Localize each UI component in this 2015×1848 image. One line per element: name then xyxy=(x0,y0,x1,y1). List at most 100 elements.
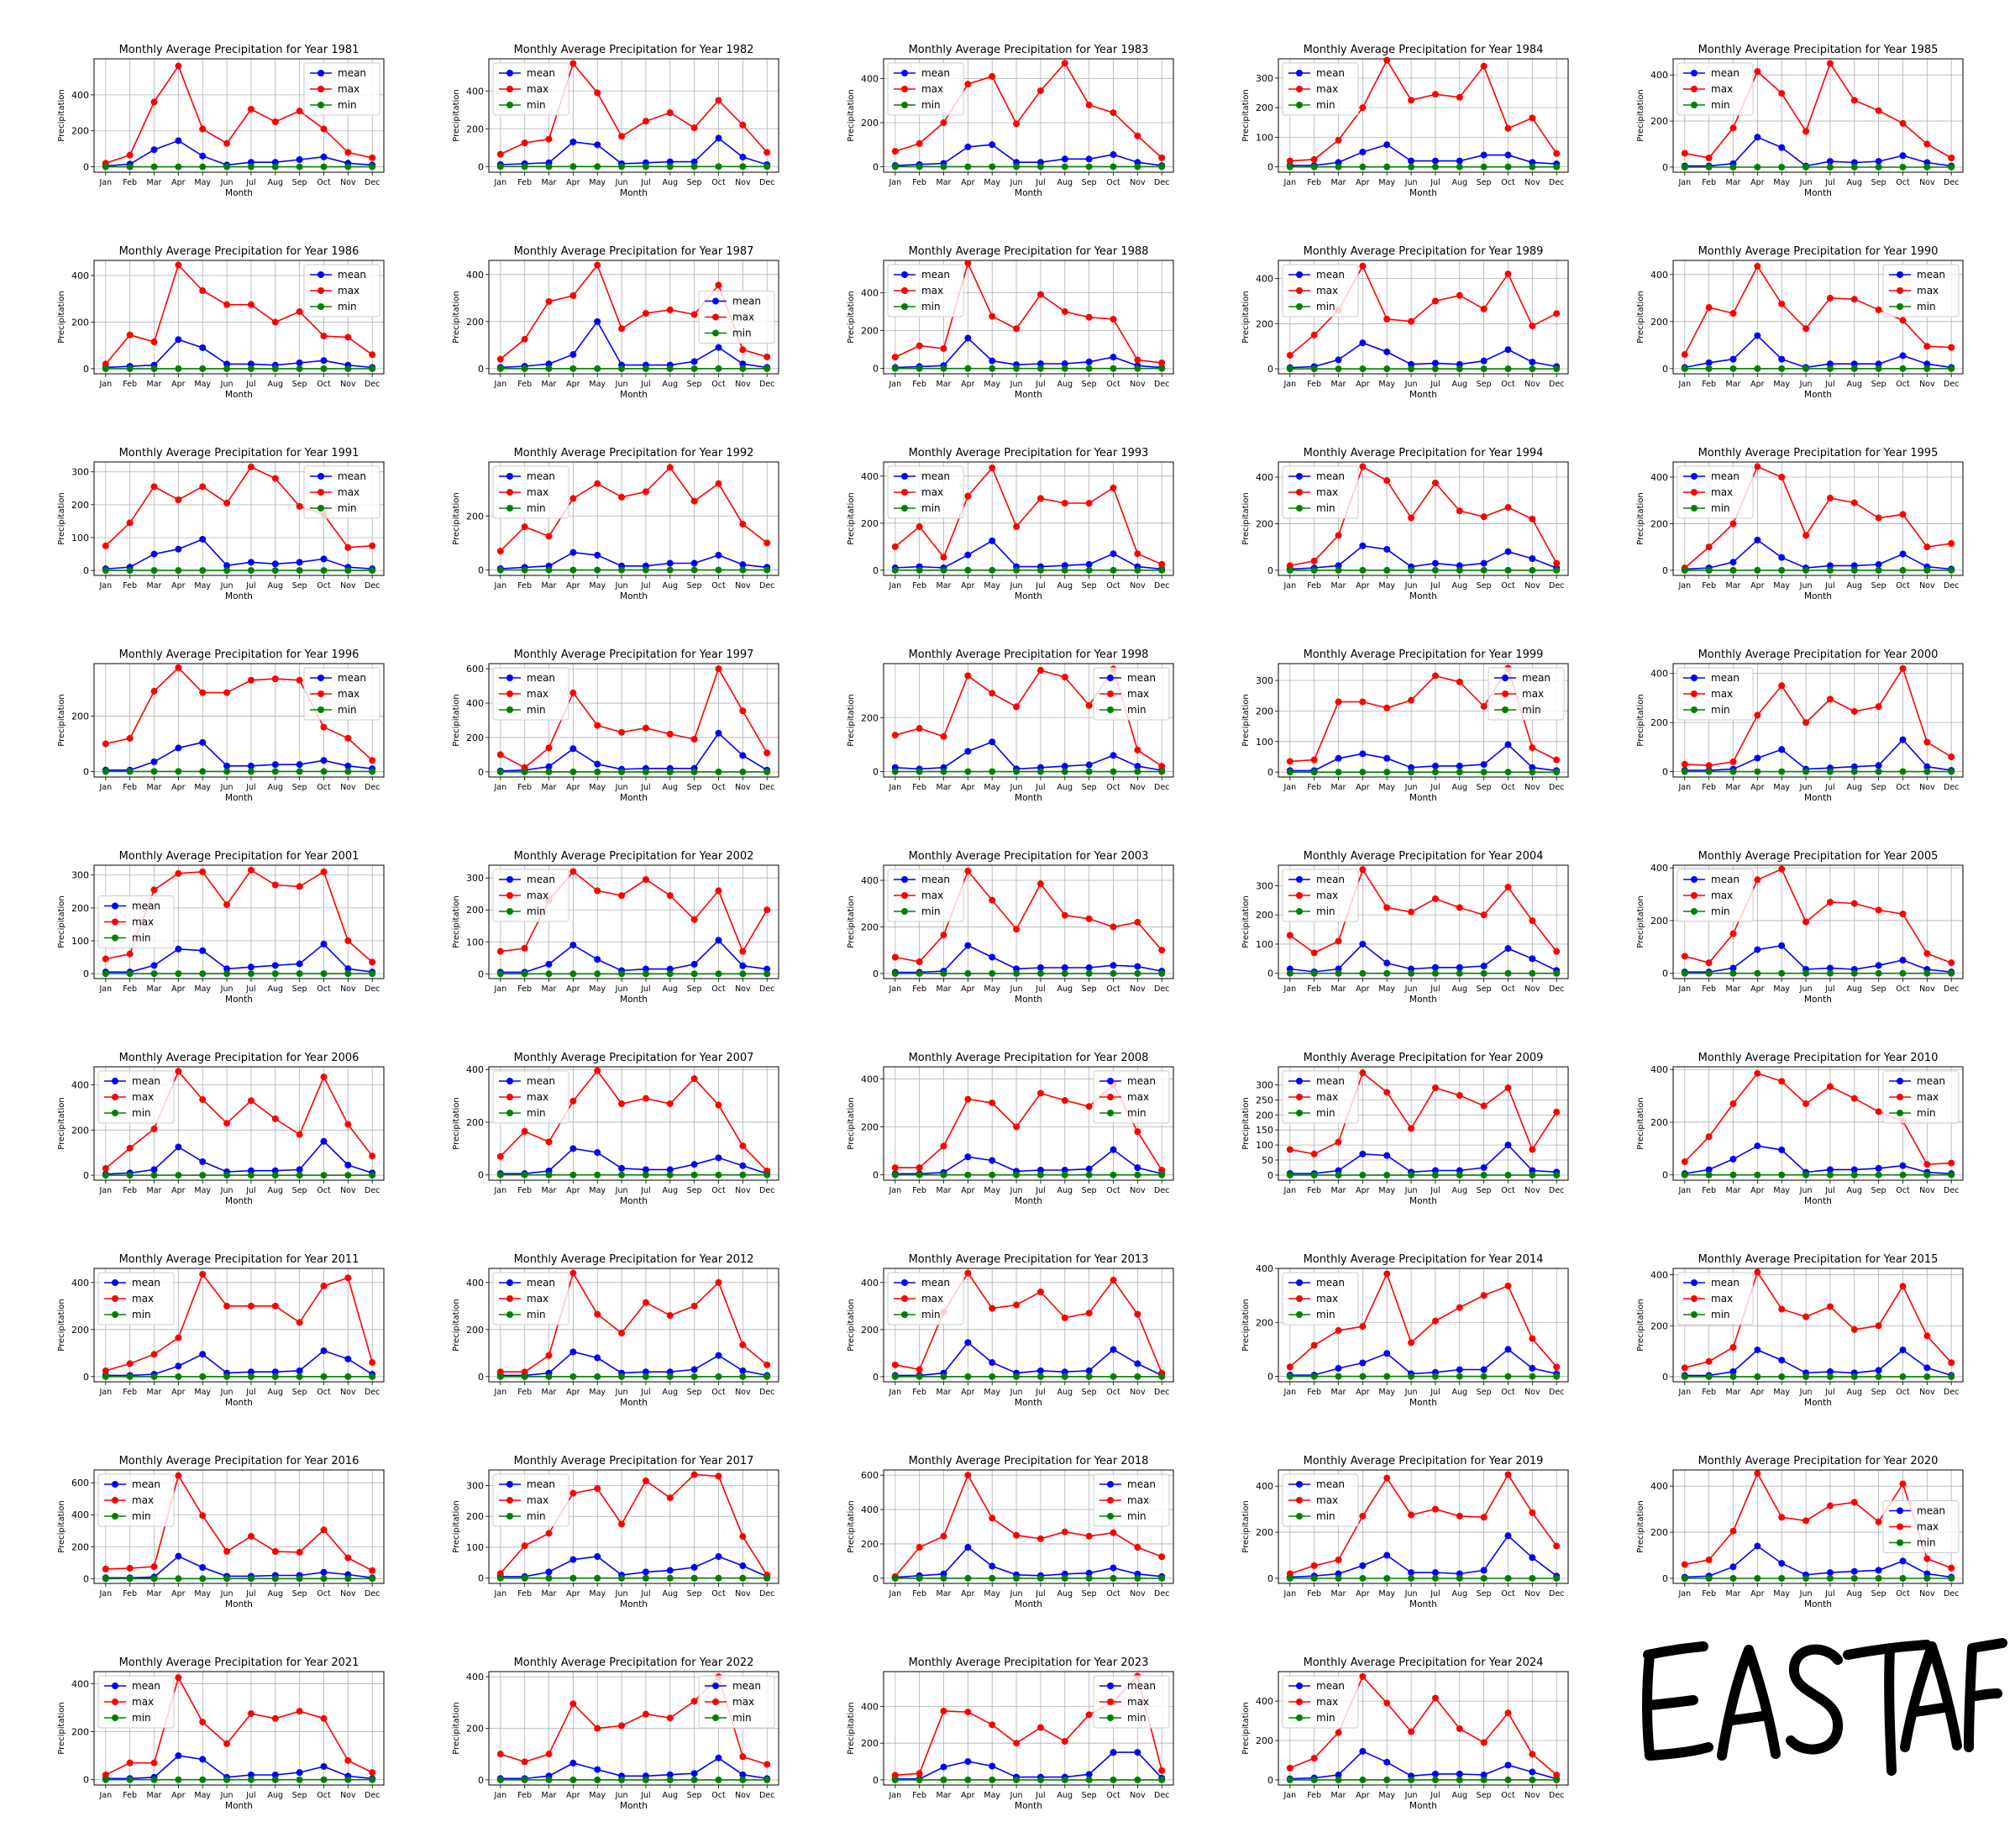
data-point-min xyxy=(1456,1171,1463,1179)
x-tick-label: May xyxy=(589,1388,606,1397)
x-axis-label: Month xyxy=(1409,591,1437,601)
data-point-mean xyxy=(1778,1146,1786,1153)
chart-panel: Monthly Average Precipitation for Year 1… xyxy=(57,648,385,803)
legend-label: mean xyxy=(1316,470,1345,482)
x-tick-label: Nov xyxy=(735,1388,751,1397)
data-point-mean xyxy=(1431,1569,1439,1577)
data-point-max xyxy=(126,1564,134,1572)
data-point-max xyxy=(690,1075,698,1083)
data-point-max xyxy=(916,725,923,732)
data-point-max xyxy=(763,149,771,156)
series-line-mean xyxy=(1289,743,1557,772)
x-tick-label: Jul xyxy=(640,783,650,792)
data-point-min xyxy=(175,1575,182,1583)
data-point-mean xyxy=(763,965,771,973)
x-axis-label: Month xyxy=(1409,1398,1437,1408)
x-tick-label: Oct xyxy=(711,1791,726,1800)
x-tick-label: Nov xyxy=(1919,783,1935,792)
data-point-max xyxy=(102,1367,109,1374)
legend-box xyxy=(1882,1070,1960,1124)
y-tick-label: 0 xyxy=(478,1573,484,1584)
data-point-max xyxy=(1504,504,1512,512)
data-point-mean xyxy=(1754,134,1761,141)
data-point-min xyxy=(1754,768,1761,775)
data-point-min xyxy=(545,1373,553,1380)
data-point-min xyxy=(175,970,182,978)
data-point-min xyxy=(1948,1171,1955,1179)
data-point-max xyxy=(1553,1108,1561,1116)
legend-label: mean xyxy=(1316,874,1345,885)
y-tick-label: 0 xyxy=(478,767,484,778)
y-axis-label: Precipitation xyxy=(1636,895,1645,948)
x-tick-label: Jul xyxy=(1430,581,1440,591)
data-point-max xyxy=(369,1359,376,1367)
data-point-min xyxy=(1085,163,1093,171)
data-point-max xyxy=(271,675,279,683)
data-point-min xyxy=(1681,1574,1688,1582)
x-tick-label: Mar xyxy=(937,1388,952,1397)
data-point-mean xyxy=(1359,940,1367,948)
y-tick-label: 200 xyxy=(861,1539,879,1550)
data-point-max xyxy=(1850,1326,1858,1333)
x-tick-label: May xyxy=(589,984,606,994)
data-point-max xyxy=(1754,1268,1761,1276)
data-point-max xyxy=(545,533,553,540)
data-point-max xyxy=(1875,703,1882,711)
data-point-max xyxy=(715,480,722,487)
legend-label: mean xyxy=(132,1277,160,1289)
x-tick-label: Jul xyxy=(1430,1589,1440,1599)
x-tick-label: Sep xyxy=(1871,380,1886,389)
data-point-max xyxy=(1705,762,1713,769)
data-point-min xyxy=(666,1574,674,1582)
data-point-mean xyxy=(989,1562,996,1570)
legend-marker-min xyxy=(112,1110,118,1116)
x-tick-label: Nov xyxy=(340,1388,356,1397)
data-point-max xyxy=(1013,1740,1021,1747)
y-tick-label: 100 xyxy=(466,1542,484,1553)
chart-panel: Monthly Average Precipitation for Year 2… xyxy=(452,1656,779,1811)
chart-panel: Monthly Average Precipitation for Year 1… xyxy=(1241,447,1569,601)
x-tick-label: Apr xyxy=(566,380,580,389)
x-tick-label: Feb xyxy=(123,1791,137,1800)
data-point-min xyxy=(1085,768,1093,775)
x-tick-label: Oct xyxy=(1106,1589,1120,1599)
x-tick-label: Sep xyxy=(687,380,702,389)
data-point-mean xyxy=(175,137,182,144)
x-tick-label: Oct xyxy=(711,178,726,187)
data-point-max xyxy=(1335,698,1342,706)
data-point-min xyxy=(1480,365,1488,373)
x-tick-label: Oct xyxy=(317,1589,331,1599)
data-point-min xyxy=(1948,1373,1955,1380)
data-point-min xyxy=(1875,365,1882,372)
data-point-max xyxy=(1504,884,1512,891)
plot-frame xyxy=(883,1066,1174,1181)
x-tick-label: Aug xyxy=(1057,1186,1073,1195)
data-point-max xyxy=(594,1310,601,1318)
x-tick-label: Mar xyxy=(1331,1388,1346,1397)
data-point-min xyxy=(1110,768,1117,775)
data-point-min xyxy=(496,566,504,574)
data-point-max xyxy=(1110,923,1117,931)
x-tick-label: Jun xyxy=(1799,984,1813,994)
data-point-min xyxy=(594,1574,601,1582)
legend-box xyxy=(97,1272,175,1326)
legend-label: max xyxy=(921,83,943,95)
x-tick-label: Dec xyxy=(1154,1589,1169,1599)
x-tick-label: Apr xyxy=(171,1186,186,1195)
series-line-max xyxy=(1684,868,1952,964)
x-axis-label: Month xyxy=(225,1801,253,1811)
legend-label: min xyxy=(1711,99,1730,111)
data-point-min xyxy=(642,1373,649,1380)
y-tick-label: 100 xyxy=(1256,737,1273,748)
data-point-min xyxy=(763,1776,771,1783)
data-point-max xyxy=(1456,678,1463,685)
x-tick-label: Jul xyxy=(640,380,650,389)
y-axis-label: Precipitation xyxy=(57,1702,66,1755)
data-point-max xyxy=(916,958,923,966)
chart-panel: Monthly Average Precipitation for Year 2… xyxy=(847,1253,1174,1408)
data-point-min xyxy=(690,1776,698,1783)
data-point-mean xyxy=(1110,1564,1117,1572)
data-point-max xyxy=(199,1512,207,1520)
